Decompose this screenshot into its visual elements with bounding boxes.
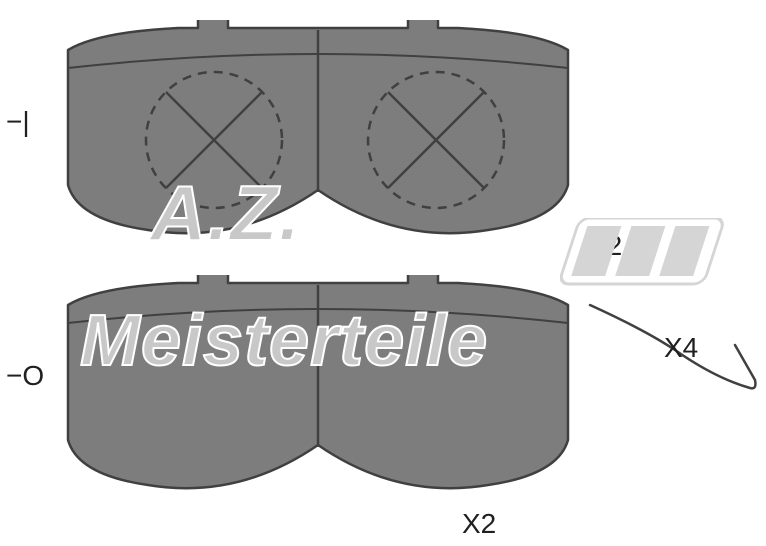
- watermark-bars-icon: [560, 218, 750, 288]
- side-label-bottom: −O: [6, 360, 44, 392]
- brake-pad-bottom-svg: [58, 275, 578, 515]
- qty-label-bottom: X2: [462, 508, 496, 540]
- qty-label-spring: X4: [664, 332, 698, 364]
- side-label-top: −|: [6, 106, 30, 138]
- diagram-stage: −| −O X2 X2 X4 A.Z. Meisterteile: [0, 0, 766, 546]
- brake-pad-bottom: [58, 275, 578, 515]
- brake-pad-top-svg: [58, 20, 578, 260]
- brake-pad-top: [58, 20, 578, 260]
